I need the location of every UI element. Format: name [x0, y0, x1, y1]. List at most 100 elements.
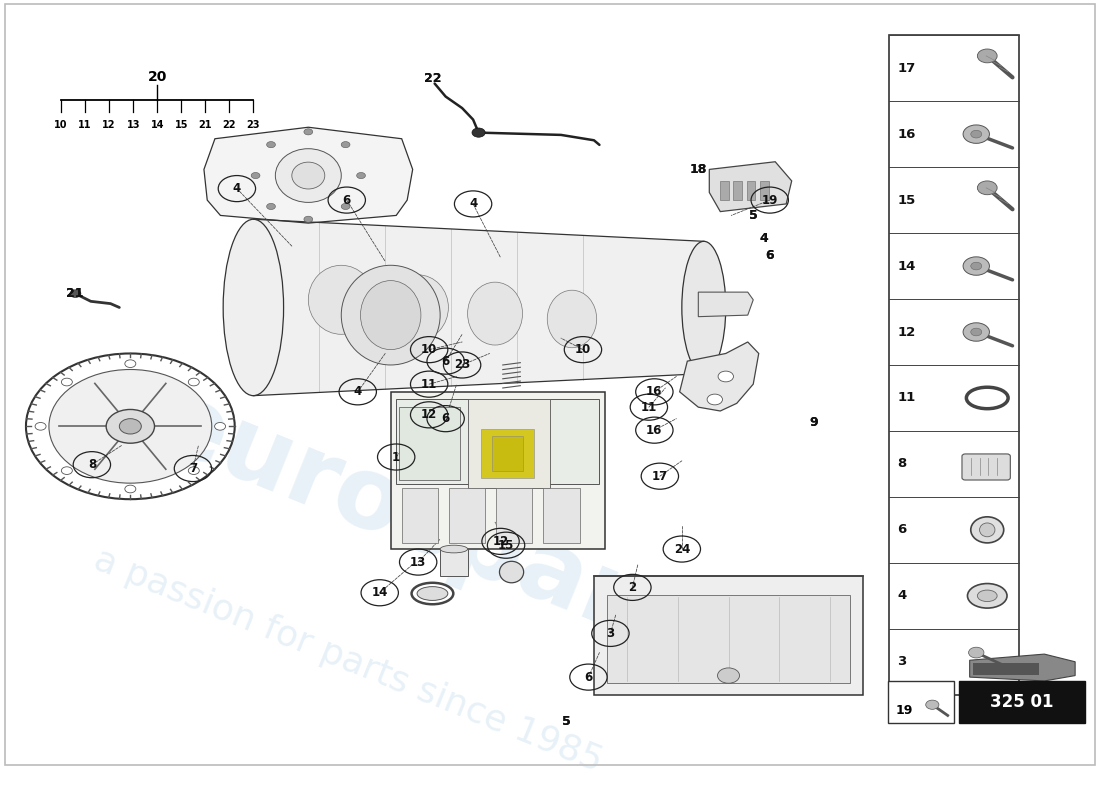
Ellipse shape — [361, 281, 421, 350]
Text: 6: 6 — [441, 354, 450, 368]
Text: 8: 8 — [88, 458, 96, 471]
Text: 16: 16 — [646, 386, 662, 398]
Text: 14: 14 — [898, 259, 915, 273]
Bar — [399, 407, 460, 480]
FancyBboxPatch shape — [962, 454, 1010, 480]
Text: 13: 13 — [126, 119, 140, 130]
Text: 10: 10 — [575, 343, 591, 356]
Ellipse shape — [548, 290, 596, 348]
Text: 12: 12 — [898, 326, 915, 338]
Ellipse shape — [682, 242, 726, 374]
Circle shape — [341, 203, 350, 210]
Circle shape — [124, 360, 135, 367]
Ellipse shape — [223, 219, 284, 396]
Ellipse shape — [388, 275, 449, 340]
Circle shape — [472, 128, 485, 138]
Text: 11: 11 — [640, 401, 657, 414]
Circle shape — [964, 125, 989, 143]
Text: 19: 19 — [761, 194, 778, 206]
Text: 6: 6 — [441, 412, 450, 425]
Ellipse shape — [978, 590, 997, 602]
Text: 9: 9 — [810, 416, 818, 429]
Bar — [402, 488, 438, 543]
Circle shape — [718, 371, 734, 382]
Text: 17: 17 — [651, 470, 668, 482]
Text: 6: 6 — [342, 194, 351, 206]
Text: 17: 17 — [898, 62, 915, 74]
Polygon shape — [698, 292, 754, 317]
Bar — [481, 429, 534, 478]
Ellipse shape — [468, 282, 522, 345]
Ellipse shape — [499, 562, 524, 582]
Text: 21: 21 — [199, 119, 212, 130]
Circle shape — [978, 49, 997, 63]
Ellipse shape — [308, 266, 374, 334]
Polygon shape — [253, 219, 704, 396]
Text: 2: 2 — [628, 581, 637, 594]
Circle shape — [35, 422, 46, 430]
Text: 12: 12 — [421, 408, 438, 422]
Text: 8: 8 — [898, 458, 906, 470]
Text: 18: 18 — [690, 163, 707, 176]
Bar — [594, 576, 864, 694]
Bar — [607, 595, 850, 683]
Text: 22: 22 — [424, 73, 441, 86]
Text: 6: 6 — [766, 249, 774, 262]
Circle shape — [717, 668, 739, 683]
Text: 20: 20 — [147, 70, 167, 83]
Circle shape — [356, 173, 365, 178]
Ellipse shape — [275, 149, 341, 202]
Bar — [889, 681, 955, 723]
Text: 12: 12 — [493, 535, 508, 548]
Text: 10: 10 — [421, 343, 438, 356]
Polygon shape — [970, 654, 1075, 681]
Ellipse shape — [968, 583, 1006, 608]
Text: 21: 21 — [66, 287, 84, 300]
Text: 4: 4 — [760, 232, 769, 245]
Polygon shape — [710, 162, 792, 211]
Circle shape — [971, 328, 982, 336]
Text: 4: 4 — [233, 182, 241, 195]
Text: 23: 23 — [454, 358, 470, 371]
Text: 18: 18 — [690, 163, 707, 176]
Text: 325 01: 325 01 — [990, 693, 1053, 710]
Circle shape — [48, 370, 211, 483]
Circle shape — [969, 647, 984, 658]
Ellipse shape — [417, 586, 448, 601]
Text: 14: 14 — [151, 119, 164, 130]
Text: 6: 6 — [898, 523, 906, 536]
Text: 16: 16 — [646, 424, 662, 437]
Bar — [734, 181, 742, 200]
Text: 22: 22 — [222, 119, 236, 130]
Bar — [396, 399, 600, 484]
Text: 5: 5 — [749, 209, 758, 222]
Text: 22: 22 — [424, 73, 441, 86]
Text: 7: 7 — [189, 462, 197, 475]
Text: 1: 1 — [392, 450, 400, 463]
Bar — [440, 549, 467, 576]
Bar — [492, 436, 522, 471]
Circle shape — [251, 173, 260, 178]
Circle shape — [304, 129, 312, 135]
Circle shape — [707, 394, 723, 405]
Text: 5: 5 — [749, 209, 758, 222]
Circle shape — [70, 290, 81, 298]
Circle shape — [119, 418, 141, 434]
Ellipse shape — [341, 266, 440, 365]
Circle shape — [62, 467, 73, 474]
Bar — [974, 663, 1038, 675]
Circle shape — [107, 410, 154, 443]
Text: 3: 3 — [898, 655, 906, 668]
Text: 23: 23 — [246, 119, 260, 130]
Text: 3: 3 — [606, 627, 615, 640]
Bar — [496, 488, 532, 543]
Ellipse shape — [980, 523, 994, 537]
Ellipse shape — [971, 517, 1003, 543]
Bar — [390, 392, 605, 549]
Bar — [468, 399, 550, 488]
Text: 15: 15 — [175, 119, 188, 130]
Ellipse shape — [292, 162, 324, 189]
Circle shape — [188, 378, 199, 386]
Text: 16: 16 — [898, 128, 915, 141]
Ellipse shape — [440, 546, 467, 553]
